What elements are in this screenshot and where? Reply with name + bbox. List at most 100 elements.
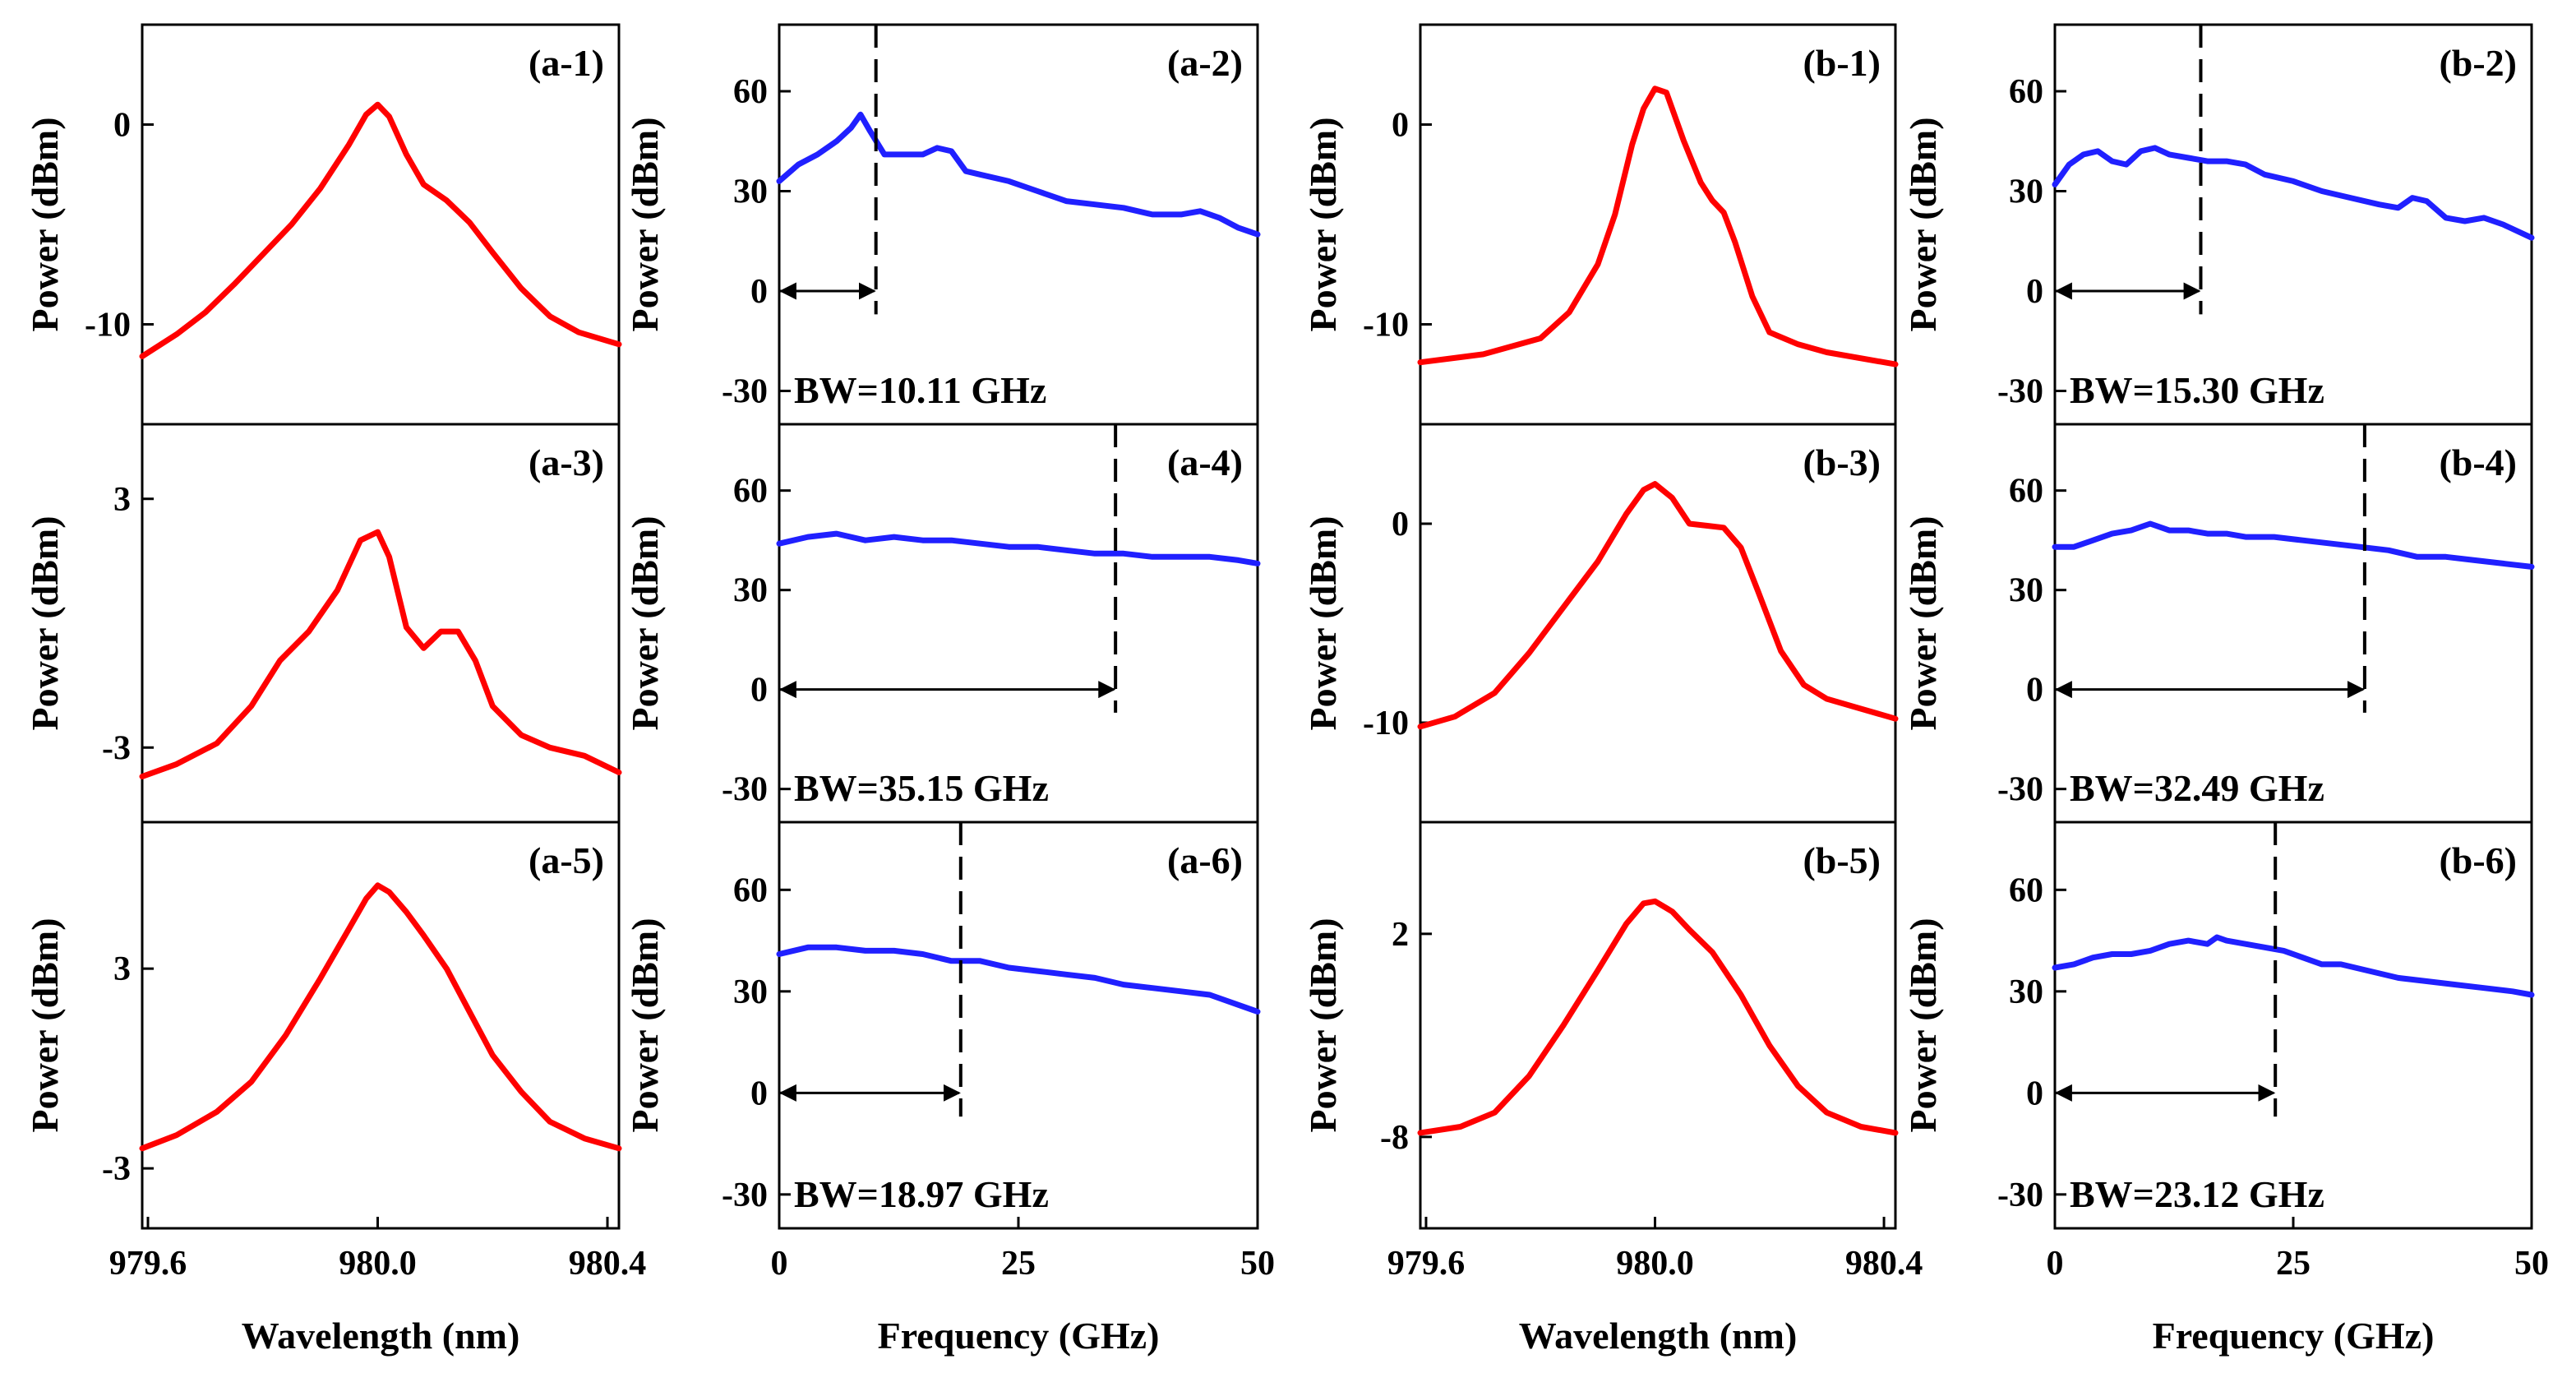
y-tick-label: 3 [113, 481, 131, 519]
rf-spectrum-line [2052, 934, 2535, 998]
panel-label: (a-2) [1167, 42, 1243, 84]
y-tick-label: 60 [733, 73, 768, 111]
y-axis-label: Power (dBm) [1302, 117, 1344, 331]
y-tick-label: 30 [2009, 173, 2043, 211]
x-tick-label: 0 [2047, 1245, 2064, 1283]
plot-frame [778, 821, 1259, 1230]
panel-a-4: 60 30 0 -30 Power (dBm) (a-4) BW=35.15 GHz [624, 423, 1261, 824]
panel-b-3: 0 -10 Power (dBm) (b-3) [1302, 423, 1899, 824]
y-tick-label: 0 [750, 1075, 768, 1112]
plot-frame [2053, 821, 2533, 1230]
panel-label: (b-5) [1803, 839, 1881, 881]
x-tick-label: 25 [1001, 1245, 1036, 1283]
y-tick-label: 60 [733, 473, 768, 511]
panel-label: (b-4) [2439, 441, 2517, 483]
y-tick-label: 0 [2026, 1075, 2043, 1112]
y-tick-label: 30 [2009, 973, 2043, 1011]
plot-frame [1419, 821, 1897, 1230]
x-tick-label: 979.6 [1387, 1245, 1466, 1283]
bandwidth-label: BW=10.11 GHz [794, 369, 1046, 411]
rf-spectrum-line [776, 944, 1261, 1015]
x-tick-label: 50 [1240, 1245, 1275, 1283]
y-axis-label: Power (dBm) [24, 515, 66, 730]
panel-label: (a-6) [1167, 839, 1243, 881]
y-tick-label: -30 [722, 373, 768, 411]
bandwidth-label: BW=18.97 GHz [794, 1173, 1049, 1215]
y-axis-label: Power (dBm) [1902, 515, 1944, 730]
bandwidth-label: BW=23.12 GHz [2070, 1173, 2324, 1215]
y-tick-label: -30 [722, 771, 768, 809]
x-tick-label: 25 [2276, 1245, 2311, 1283]
panel-label: (a-4) [1167, 441, 1243, 483]
rf-spectrum-line [776, 530, 1261, 566]
y-tick-label: -10 [85, 307, 131, 344]
panel-label: (b-1) [1803, 42, 1881, 84]
y-tick-label: 0 [750, 672, 768, 710]
x-axis-label: Wavelength (nm) [242, 1315, 520, 1357]
y-axis-label: Power (dBm) [1902, 918, 1944, 1132]
panel-b-1: 0 -10 Power (dBm) (b-1) [1302, 23, 1899, 426]
x-axis-label: Frequency (GHz) [2153, 1315, 2435, 1357]
y-tick-label: 60 [2009, 73, 2043, 111]
optical-spectrum-line [1417, 481, 1899, 730]
plot-frame [2053, 23, 2533, 426]
panel-label: (a-5) [529, 839, 604, 881]
y-tick-label: 60 [2009, 871, 2043, 909]
bandwidth-label: BW=35.15 GHz [794, 767, 1049, 809]
optical-spectrum-line [1417, 898, 1899, 1136]
y-tick-label: -10 [1363, 307, 1409, 344]
y-tick-label: 2 [1392, 916, 1409, 954]
panel-a-2: 60 30 0 -30 Power (dBm) (a-2) BW=10.11 GHz [624, 23, 1261, 426]
y-tick-label: 0 [1392, 107, 1409, 145]
plot-frame [2053, 423, 2533, 824]
panel-label: (a-1) [529, 42, 604, 84]
x-tick-label: 980.4 [569, 1245, 647, 1283]
plot-frame [1419, 23, 1897, 426]
optical-spectrum-line [1417, 86, 1899, 368]
y-axis-label: Power (dBm) [1302, 515, 1344, 730]
rf-spectrum-line [2052, 145, 2535, 241]
rf-spectrum-line [776, 111, 1261, 238]
y-tick-label: 30 [733, 973, 768, 1011]
x-tick-label: 979.6 [109, 1245, 187, 1283]
plot-frame [141, 821, 621, 1230]
y-tick-label: 30 [733, 173, 768, 211]
panel-b-4: 60 30 0 -30 Power (dBm) (b-4) BW=32.49 GHz [1902, 423, 2535, 824]
x-tick-label: 0 [771, 1245, 788, 1283]
x-tick-label: 980.0 [1616, 1245, 1694, 1283]
y-tick-label: 0 [2026, 672, 2043, 710]
panel-label: (a-3) [529, 441, 604, 483]
y-tick-label: 0 [1392, 506, 1409, 543]
y-tick-label: -30 [1997, 771, 2043, 809]
y-tick-label: 60 [733, 871, 768, 909]
x-axis-label: Frequency (GHz) [878, 1315, 1160, 1357]
y-tick-label: -10 [1363, 705, 1409, 742]
y-tick-label: 30 [733, 572, 768, 610]
panel-label: (b-3) [1803, 441, 1881, 483]
y-tick-label: 0 [113, 107, 131, 145]
bandwidth-label: BW=32.49 GHz [2070, 767, 2324, 809]
x-axis-label: Wavelength (nm) [1519, 1315, 1798, 1357]
panel-a-3: 3 -3 Power (dBm) (a-3) [24, 423, 622, 824]
y-tick-label: 0 [2026, 273, 2043, 311]
panel-b-2: 60 30 0 -30 Power (dBm) (b-2) BW=15.30 GHz [1902, 23, 2535, 426]
plot-frame [778, 23, 1259, 426]
optical-spectrum-line [139, 101, 622, 359]
y-tick-label: -3 [102, 1150, 131, 1188]
y-tick-label: -30 [1997, 373, 2043, 411]
x-tick-label: 980.4 [1845, 1245, 1923, 1283]
x-tick-label: 50 [2514, 1245, 2549, 1283]
optical-spectrum-line [139, 529, 622, 779]
y-tick-label: 60 [2009, 473, 2043, 511]
y-tick-label: 3 [113, 950, 131, 988]
plot-frame [778, 423, 1259, 824]
y-tick-label: 0 [750, 273, 768, 311]
y-tick-label: -30 [1997, 1177, 2043, 1214]
optical-spectrum-line [139, 882, 622, 1152]
rf-spectrum-line [2052, 520, 2535, 570]
plot-frame [141, 423, 621, 824]
y-axis-label: Power (dBm) [624, 117, 666, 331]
